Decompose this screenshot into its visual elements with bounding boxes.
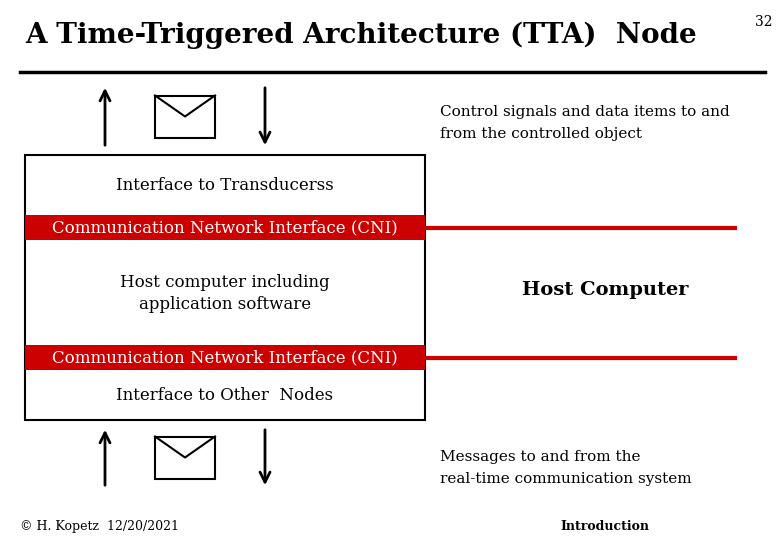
Text: Introduction: Introduction	[560, 520, 649, 533]
Text: application software: application software	[139, 296, 311, 313]
Bar	[155, 96, 215, 138]
Text: 32: 32	[755, 15, 772, 29]
Bar	[25, 155, 425, 420]
Text: real-time communication system: real-time communication system	[440, 472, 692, 486]
Text: Communication Network Interface (CNI): Communication Network Interface (CNI)	[52, 349, 398, 366]
Text: Host computer including: Host computer including	[120, 274, 330, 291]
Bar	[155, 436, 215, 478]
Text: A Time-Triggered Architecture (TTA)  Node: A Time-Triggered Architecture (TTA) Node	[25, 22, 697, 49]
Text: Control signals and data items to and: Control signals and data items to and	[440, 105, 730, 119]
Text: Interface to Other  Nodes: Interface to Other Nodes	[116, 387, 334, 403]
Text: Communication Network Interface (CNI): Communication Network Interface (CNI)	[52, 219, 398, 236]
Text: from the controlled object: from the controlled object	[440, 127, 642, 141]
Bar	[25, 345, 425, 370]
Text: Interface to Transducerss: Interface to Transducerss	[116, 177, 334, 193]
Bar	[25, 215, 425, 240]
Text: Messages to and from the: Messages to and from the	[440, 450, 640, 464]
Text: © H. Kopetz  12/20/2021: © H. Kopetz 12/20/2021	[20, 520, 179, 533]
Text: Host Computer: Host Computer	[522, 281, 688, 299]
